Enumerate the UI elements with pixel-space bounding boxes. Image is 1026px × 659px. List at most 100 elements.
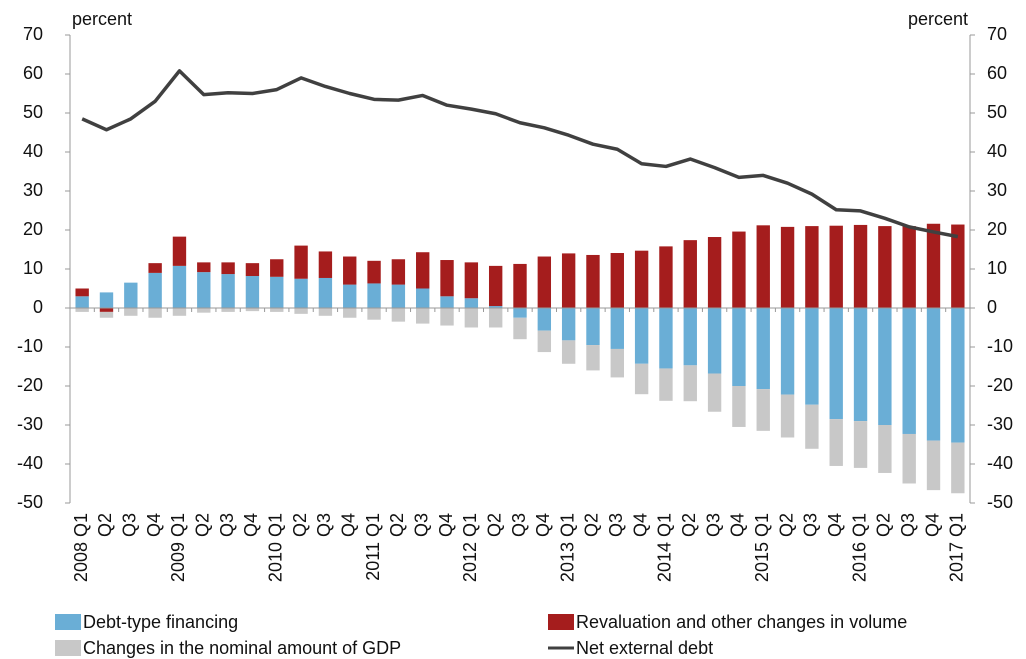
bar: [537, 330, 552, 353]
bar: [878, 308, 892, 425]
bar: [245, 263, 260, 277]
legend-swatch: [55, 614, 81, 630]
x-tick-label: Q3: [898, 513, 918, 537]
bar: [172, 265, 187, 308]
bar: [537, 308, 552, 331]
x-tick-label: Q4: [825, 513, 845, 537]
bar: [75, 308, 89, 312]
bar: [561, 308, 576, 341]
bar: [756, 225, 770, 308]
x-tick-label: Q2: [582, 513, 602, 537]
bar: [148, 308, 162, 318]
bar: [659, 368, 673, 401]
bar: [732, 231, 746, 308]
x-tick-label: 2016 Q1: [849, 513, 869, 582]
bar: [124, 282, 138, 308]
legend-label: Changes in the nominal amount of GDP: [83, 638, 401, 658]
bar: [951, 224, 965, 308]
bar: [926, 440, 941, 491]
bar: [634, 250, 649, 308]
x-tick-label: Q3: [314, 513, 334, 537]
bar: [707, 308, 722, 374]
x-tick-label: Q3: [411, 513, 431, 537]
bar: [829, 419, 843, 466]
bar: [805, 404, 819, 449]
y2-tick-label: -20: [987, 375, 1013, 395]
bar: [367, 308, 381, 320]
bar: [586, 254, 600, 308]
bar: [853, 224, 868, 308]
x-tick-label: Q2: [193, 513, 213, 537]
bar: [440, 296, 454, 308]
bar: [951, 308, 965, 443]
y2-tick-label: 20: [987, 219, 1007, 239]
x-tick-label: 2012 Q1: [460, 513, 480, 582]
bar: [221, 262, 235, 275]
bar: [245, 276, 260, 308]
y2-tick-label: -50: [987, 492, 1013, 512]
y-tick-label: 20: [23, 219, 43, 239]
bar: [148, 263, 162, 273]
bar: [659, 308, 673, 369]
bar: [391, 284, 406, 308]
bar: [172, 308, 187, 316]
bar: [75, 288, 89, 297]
x-tick-label: 2014 Q1: [655, 513, 675, 582]
bar: [853, 308, 868, 422]
x-tick-label: Q2: [290, 513, 310, 537]
bar: [586, 308, 600, 346]
bar: [805, 226, 819, 308]
y2-axis-label: percent: [908, 9, 968, 29]
x-tick-label: Q2: [95, 513, 115, 537]
bar: [707, 373, 722, 412]
bar: [756, 389, 770, 431]
x-tick-label: Q3: [606, 513, 626, 537]
x-tick-label: Q4: [533, 513, 553, 537]
bar: [829, 225, 843, 308]
bar: [683, 240, 697, 308]
legend-label: Debt-type financing: [83, 612, 238, 632]
bar: [294, 245, 308, 279]
bar: [99, 308, 114, 312]
bar: [440, 260, 454, 297]
bar: [756, 308, 770, 390]
legend-label: Net external debt: [576, 638, 713, 658]
x-tick-label: Q2: [874, 513, 894, 537]
bar: [75, 296, 89, 308]
legend-label: Revaluation and other changes in volume: [576, 612, 907, 632]
bar: [367, 283, 381, 308]
bar: [829, 308, 843, 420]
bar: [464, 308, 479, 328]
bar: [780, 308, 795, 395]
bar: [683, 365, 697, 402]
bar: [294, 308, 308, 314]
x-tick-label: Q2: [679, 513, 699, 537]
bar: [343, 256, 357, 285]
y-tick-label: 0: [33, 297, 43, 317]
y-tick-label: 30: [23, 180, 43, 200]
x-tick-label: 2017 Q1: [947, 513, 967, 582]
y-tick-label: -10: [17, 336, 43, 356]
bar: [780, 226, 795, 308]
x-tick-label: Q4: [436, 513, 456, 537]
y2-tick-label: 70: [987, 24, 1007, 44]
bar: [416, 252, 430, 289]
y2-tick-label: -40: [987, 453, 1013, 473]
y2-tick-label: 30: [987, 180, 1007, 200]
bar: [221, 308, 235, 312]
y-tick-label: 70: [23, 24, 43, 44]
x-tick-label: Q3: [703, 513, 723, 537]
y-tick-label: 50: [23, 102, 43, 122]
bar: [318, 277, 333, 308]
bar: [878, 425, 892, 473]
bar: [951, 442, 965, 494]
bar: [318, 308, 333, 316]
y2-tick-label: -30: [987, 414, 1013, 434]
bar: [853, 421, 868, 468]
bar: [148, 272, 162, 308]
bar: [172, 236, 187, 266]
bar: [659, 246, 673, 308]
x-tick-label: Q3: [801, 513, 821, 537]
y2-tick-label: 60: [987, 63, 1007, 83]
bar: [488, 308, 503, 328]
